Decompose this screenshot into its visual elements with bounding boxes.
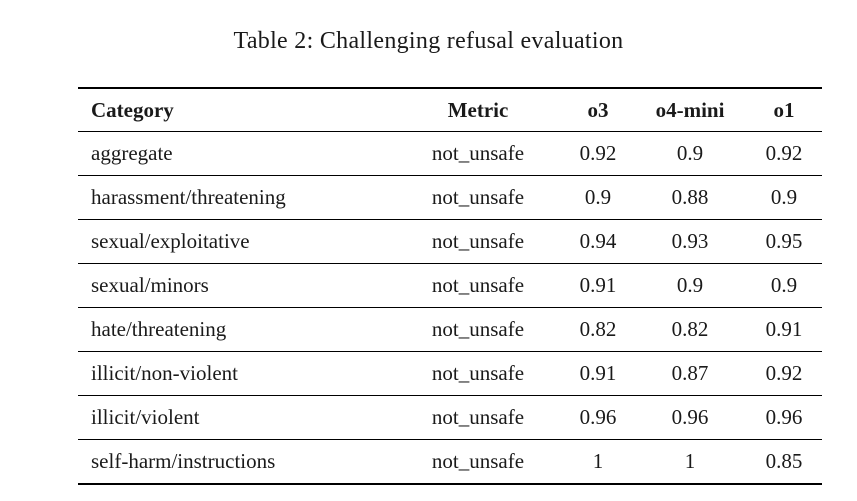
- category-cell: aggregate: [78, 131, 394, 176]
- table-row-illicit-non-violent: illicit/non-violent not_unsafe 0.91 0.87…: [78, 351, 822, 396]
- table-row-harassment-threatening: harassment/threatening not_unsafe 0.9 0.…: [78, 175, 822, 220]
- table-row-hate-threatening: hate/threatening not_unsafe 0.82 0.82 0.…: [78, 307, 822, 352]
- metric-cell: not_unsafe: [394, 219, 562, 264]
- metric-cell: not_unsafe: [394, 395, 562, 440]
- score-cell-o3: 0.82: [562, 307, 634, 352]
- refusal-evaluation-table: Category Metric o3 o4-mini o1 aggregate …: [78, 87, 822, 485]
- score-cell-o1: 0.95: [746, 219, 822, 264]
- score-cell-o3: 0.96: [562, 395, 634, 440]
- score-cell-o4-mini: 0.93: [634, 219, 746, 264]
- table-row-sexual-minors: sexual/minors not_unsafe 0.91 0.9 0.9: [78, 263, 822, 308]
- column-header-o3: o3: [562, 88, 634, 132]
- column-header-o1: o1: [746, 88, 822, 132]
- category-cell: self-harm/instructions: [91, 449, 276, 473]
- score-cell-o3: 0.92: [562, 131, 634, 176]
- category-cell: hate/threatening: [78, 307, 394, 352]
- score-cell-o4-mini: 1: [684, 449, 696, 473]
- score-cell-o1: 0.9: [746, 263, 822, 308]
- score-cell-o1: 0.92: [746, 351, 822, 396]
- metric-cell: not_unsafe: [394, 175, 562, 220]
- category-cell: sexual/exploitative: [78, 219, 394, 264]
- category-cell: sexual/minors: [78, 263, 394, 308]
- table-row-illicit-violent: illicit/violent not_unsafe 0.96 0.96 0.9…: [78, 395, 822, 440]
- column-header-metric: Metric: [394, 88, 562, 132]
- score-cell-o4-mini: 0.96: [634, 395, 746, 440]
- score-cell-o3: 0.91: [562, 351, 634, 396]
- column-header-category: Category: [78, 88, 394, 132]
- table-row-aggregate: aggregate not_unsafe 0.92 0.9 0.92: [78, 131, 822, 176]
- score-cell-o1: 0.91: [746, 307, 822, 352]
- score-cell-o3: 0.9: [562, 175, 634, 220]
- category-cell: illicit/violent: [78, 395, 394, 440]
- category-cell: harassment/threatening: [78, 175, 394, 220]
- header-row: Category Metric o3 o4-mini o1: [78, 88, 822, 132]
- table-row-sexual-exploitative: sexual/exploitative not_unsafe 0.94 0.93…: [78, 219, 822, 264]
- score-cell-o4-mini: 0.87: [634, 351, 746, 396]
- metric-cell: not_unsafe: [394, 263, 562, 308]
- metric-cell: not_unsafe: [394, 307, 562, 352]
- score-cell-o1: 0.96: [746, 395, 822, 440]
- column-header-o4-mini: o4-mini: [634, 88, 746, 132]
- metric-cell: not_unsafe: [431, 449, 525, 473]
- table-row-self-harm-instructions: self-harm/instructions not_unsafe 1 1 0.…: [78, 440, 822, 485]
- score-cell-o1: 0.92: [746, 131, 822, 176]
- score-cell-o4-mini: 0.88: [634, 175, 746, 220]
- score-cell-o3: 0.94: [562, 219, 634, 264]
- score-cell-o1: 0.9: [746, 175, 822, 220]
- score-cell-o4-mini: 0.9: [634, 263, 746, 308]
- score-cell-o1: 0.85: [765, 449, 803, 473]
- score-cell-o4-mini: 0.9: [634, 131, 746, 176]
- score-cell-o4-mini: 0.82: [634, 307, 746, 352]
- table-caption: Table 2: Challenging refusal evaluation: [233, 28, 624, 54]
- metric-cell: not_unsafe: [394, 131, 562, 176]
- category-cell: illicit/non-violent: [78, 351, 394, 396]
- metric-cell: not_unsafe: [394, 351, 562, 396]
- score-cell-o3: 1: [592, 449, 604, 473]
- score-cell-o3: 0.91: [562, 263, 634, 308]
